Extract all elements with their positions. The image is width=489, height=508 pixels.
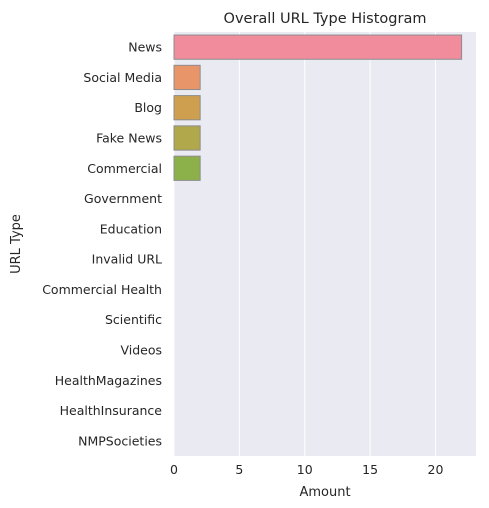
y-tick-label: Commercial Health [42, 282, 162, 297]
y-tick-label: Invalid URL [92, 252, 162, 267]
x-tick-labels: 0 5 10 15 20 [170, 462, 443, 477]
y-tick-label: Blog [134, 100, 162, 115]
y-tick-label: HealthMagazines [55, 373, 162, 388]
bar [173, 155, 201, 181]
y-tick-label: Videos [120, 343, 162, 358]
gridlines [173, 32, 436, 456]
bar [173, 64, 201, 91]
bar [173, 95, 201, 121]
y-tick-label: HealthInsurance [60, 403, 163, 418]
x-tick-label: 0 [170, 462, 178, 477]
x-tick-label: 5 [235, 462, 243, 477]
bars [173, 34, 463, 181]
x-tick-label: 20 [428, 462, 444, 477]
y-tick-label: Education [100, 221, 162, 236]
y-tick-label: NMPSocieties [78, 433, 162, 448]
y-tick-label: Scientific [105, 312, 162, 327]
y-tick-label: Commercial [87, 161, 162, 176]
y-tick-label: Fake News [96, 131, 162, 146]
y-tick-label: Government [84, 191, 162, 206]
x-tick-label: 15 [362, 462, 378, 477]
x-axis-label: Amount [299, 485, 350, 500]
y-tick-label: Social Media [83, 70, 162, 85]
plot-area [174, 32, 476, 456]
chart-title: Overall URL Type Histogram [224, 11, 427, 27]
bar [173, 125, 201, 151]
x-tick-label: 10 [297, 462, 313, 477]
bar [173, 34, 463, 60]
y-axis-label: URL Type [9, 214, 24, 274]
y-tick-label: News [128, 40, 162, 55]
y-tick-labels: News Social Media Blog Fake News Commercial G… [42, 40, 162, 449]
